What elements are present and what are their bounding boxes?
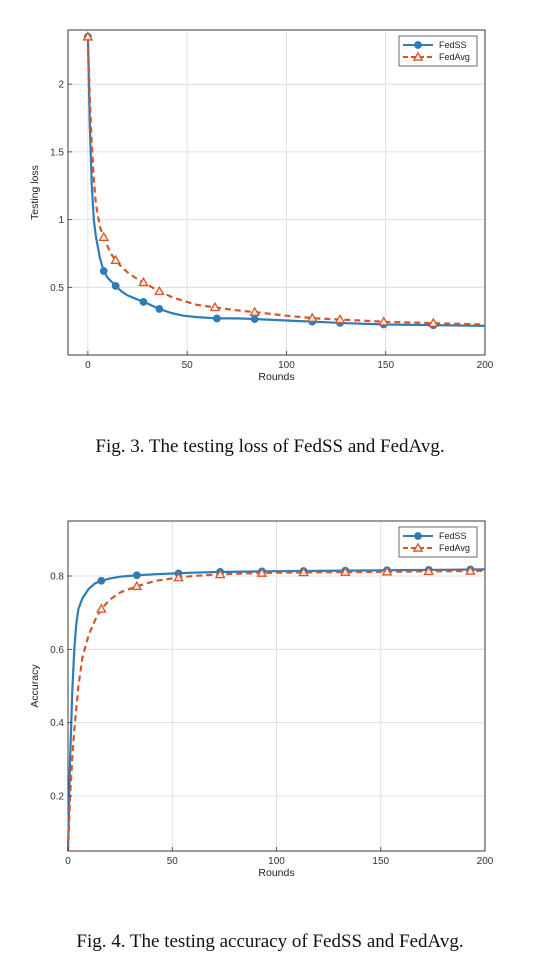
x-tick-label: 200 [477, 360, 494, 371]
series-line-fedavg [86, 36, 486, 326]
y-tick-label: 2 [58, 80, 64, 91]
data-point-fedavg [131, 580, 143, 591]
data-point-fedavg [214, 568, 226, 579]
series-line-fedss [86, 36, 486, 327]
legend-marker-fedavg [412, 542, 424, 552]
figure-caption-fig4: Fig. 4. The testing accuracy of FedSS an… [76, 931, 463, 952]
y-tick-label: 0.4 [50, 718, 64, 729]
data-point-fedavg [306, 312, 318, 322]
data-point-fedavg [209, 301, 221, 312]
y-tick-label: 1.5 [50, 147, 64, 158]
plot-frame [67, 29, 486, 356]
x-axis-label: Rounds [258, 867, 294, 879]
legend: FedSS FedAvg [398, 526, 478, 558]
chart-accuracy: 0 50 100 150 200 0.2 0.4 0.6 0.8 Accuracy Rounds… [29, 520, 494, 879]
data-point-fedavg [249, 306, 260, 316]
legend-box [398, 35, 478, 67]
x-tick-label: 50 [182, 360, 194, 371]
x-tick-label: 200 [477, 856, 494, 867]
legend-label-fedss: FedSS [439, 40, 467, 50]
data-point-fedss [250, 315, 259, 323]
y-tick-label: 0.6 [50, 645, 64, 656]
data-point-fedavg [138, 276, 149, 287]
series-line-fedavg [66, 569, 486, 852]
data-point-fedavg [339, 566, 351, 576]
x-axis-label: Rounds [258, 371, 294, 383]
x-tick-label: 100 [278, 360, 295, 371]
data-point-fedavg [256, 567, 268, 577]
legend-marker-fedss [414, 41, 422, 49]
figure-caption-fig3: Fig. 3. The testing loss of FedSS and Fe… [95, 436, 444, 457]
data-point-fedavg [82, 31, 94, 41]
data-point-fedavg [98, 231, 110, 241]
data-point-fedavg [154, 285, 165, 296]
data-point-fedss [139, 298, 148, 306]
legend-box [398, 526, 478, 558]
y-axis-label: Testing loss [29, 165, 41, 220]
data-point-fedss [213, 314, 221, 323]
y-tick-label: 0.5 [50, 283, 64, 294]
x-tick-label: 50 [167, 856, 179, 867]
legend: FedSS FedAvg [398, 35, 478, 67]
chart-testing-loss: 0 50 100 150 200 0.5 1 1.5 2 Testing loss Rounds… [29, 29, 494, 383]
x-tick-label: 150 [377, 360, 394, 371]
data-point-fedavg [428, 317, 439, 327]
x-tick-label: 150 [372, 856, 389, 867]
data-point-fedavg [298, 566, 309, 577]
legend-label-fedavg: FedAvg [439, 543, 470, 553]
data-point-fedss [155, 305, 164, 313]
data-point-fedss [99, 267, 108, 275]
data-point-fedavg [110, 254, 121, 265]
data-point-fedavg [381, 566, 393, 576]
series-line-fedss [66, 568, 486, 852]
data-point-fedss [132, 571, 141, 580]
x-tick-label: 100 [268, 856, 285, 867]
data-point-fedss [111, 282, 120, 290]
data-point-fedavg [465, 565, 476, 575]
legend-marker-fedavg [412, 51, 424, 61]
data-point-fedavg [334, 314, 346, 324]
x-tick-label: 0 [85, 360, 91, 371]
y-tick-label: 1 [58, 215, 64, 226]
data-point-fedavg [378, 316, 390, 326]
data-point-fedavg [423, 565, 435, 576]
y-tick-label: 0.2 [50, 792, 64, 803]
legend-marker-fedss [414, 532, 422, 540]
x-tick-label: 0 [65, 856, 71, 867]
y-axis-label: Accuracy [29, 664, 41, 708]
y-tick-label: 0.8 [50, 572, 64, 583]
data-point-fedavg [173, 572, 184, 582]
legend-label-fedss: FedSS [439, 531, 467, 541]
legend-label-fedavg: FedAvg [439, 52, 470, 62]
data-point-fedavg [96, 603, 107, 613]
data-point-fedss [97, 576, 106, 585]
